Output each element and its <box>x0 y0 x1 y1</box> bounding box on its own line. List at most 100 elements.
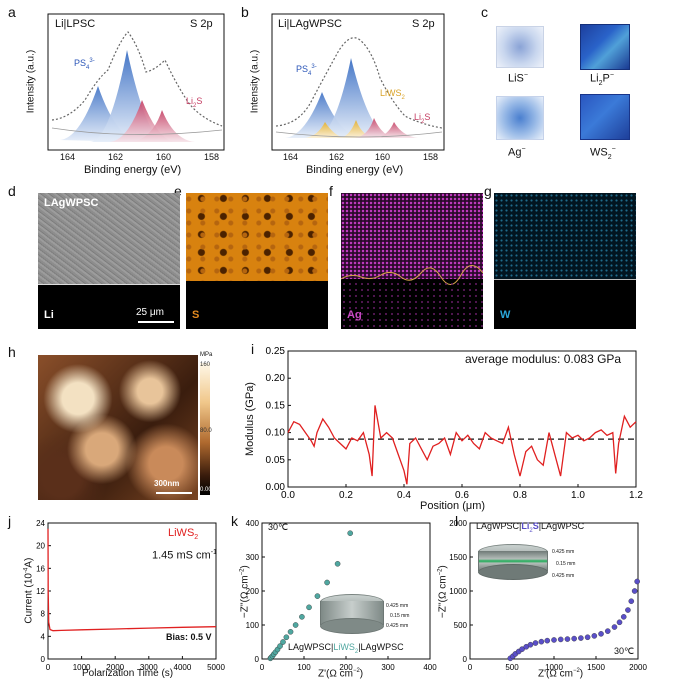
k-ytick-label: 200 <box>246 587 260 596</box>
eis-k-xlabel: Z'(Ω cm−2) <box>318 668 364 680</box>
l-data-point <box>538 638 545 645</box>
eis-l-xlabel: Z'(Ω cm−2) <box>538 668 584 680</box>
panel-letter-a: a <box>8 4 16 20</box>
modulus-annotation: average modulus: 0.083 GPa <box>465 352 622 366</box>
l-data-point <box>557 636 564 643</box>
j-ytick-label: 4 <box>41 632 46 641</box>
k-data-point <box>287 629 294 635</box>
eds-ag-electrolyte <box>341 193 483 279</box>
afm-colorbar-unit: MPa <box>200 352 213 358</box>
eds-map-s: S <box>186 193 328 329</box>
i-ytick-label: 0.10 <box>266 428 286 439</box>
k-data-point <box>283 634 290 641</box>
xps-b-xlabel: Binding energy (eV) <box>306 164 404 176</box>
j-xtick-label: 1000 <box>73 663 91 672</box>
l-data-point <box>591 633 598 639</box>
eis-k-temp: 30℃ <box>268 522 289 532</box>
j-xtick-label: 5000 <box>207 663 225 672</box>
l-data-point <box>527 641 534 648</box>
l-data-point <box>544 637 551 644</box>
j-series-line <box>47 528 217 632</box>
afm-image: 300nm <box>38 355 198 500</box>
l-data-point <box>598 631 604 637</box>
k-data-point <box>292 622 299 628</box>
k-xtick-label: 200 <box>339 663 353 672</box>
cube-ag <box>496 96 544 140</box>
eis-k-cell-bottom <box>320 618 384 634</box>
l-data-point <box>625 607 631 613</box>
k-data-point <box>299 614 305 620</box>
cube-ws2 <box>580 94 630 140</box>
l-xtick-label: 1000 <box>545 663 563 672</box>
l-data-point <box>532 640 539 646</box>
sem-d-scalebar <box>138 321 174 323</box>
eis-l-cell-bottom <box>478 564 548 580</box>
eis-l-temp: 30℃ <box>614 646 635 656</box>
l-xtick-label: 0 <box>468 663 473 672</box>
sem-image-d: LAgWPSC Li 25 μm <box>38 193 180 329</box>
polarization-bias: Bias: 0.5 V <box>166 632 212 642</box>
l-data-point <box>611 624 618 630</box>
l-ytick-label: 2000 <box>449 519 467 528</box>
xps-b-title: Li|LAgWPSC <box>278 18 342 30</box>
xps-b-peak-label-liws: LiWS2 <box>380 88 405 101</box>
sem-d-top-label: LAgWPSC <box>44 197 99 209</box>
xps-a-peak-label-li2s: Li2S <box>186 96 203 109</box>
cube-label-ws2: WS2− <box>590 146 616 161</box>
eds-ag-interface <box>341 265 483 285</box>
k-data-point <box>306 604 312 611</box>
sem-d-scalebar-label: 25 μm <box>136 307 164 318</box>
l-data-point <box>616 619 623 626</box>
i-xtick-label: 0.8 <box>513 490 527 501</box>
eis-k-thick-3: 0.425 mm <box>386 623 409 629</box>
xps-b-xtick: 164 <box>283 152 299 162</box>
l-data-point <box>620 614 627 620</box>
xps-b-xtick: 162 <box>329 152 345 162</box>
xps-a-xtick: 162 <box>108 152 124 162</box>
l-data-point <box>578 635 584 641</box>
cube-lis <box>496 26 544 68</box>
l-data-point <box>628 598 635 605</box>
l-data-point <box>551 637 557 643</box>
xps-a-xlabel: Binding energy (eV) <box>84 164 182 176</box>
eds-s-label: S <box>192 309 200 321</box>
k-xtick-label: 100 <box>297 663 311 672</box>
panel-letter-j: j <box>8 513 12 529</box>
i-ytick-label: 0.05 <box>266 455 286 466</box>
l-ytick-label: 1000 <box>449 587 467 596</box>
l-data-point <box>584 634 591 641</box>
xps-b-xtick: 158 <box>423 152 439 162</box>
l-data-point <box>634 578 640 585</box>
eds-w-interface <box>494 279 636 280</box>
eds-ag-li-region <box>341 281 483 329</box>
j-ytick-label: 0 <box>41 655 46 664</box>
j-xtick-label: 3000 <box>140 663 158 672</box>
polarization-xlabel: Polarization Time (s) <box>82 668 174 679</box>
j-ytick-label: 12 <box>36 587 45 596</box>
j-xtick-label: 2000 <box>106 663 124 672</box>
eis-k-thick-1: 0.425 mm <box>386 603 409 609</box>
i-series-line <box>287 405 637 485</box>
eds-w-label: W <box>500 309 511 321</box>
l-data-point <box>631 588 638 594</box>
panel-letter-g: g <box>484 183 492 199</box>
xps-b-element: S 2p <box>412 18 435 30</box>
j-ytick-label: 8 <box>41 610 46 619</box>
afm-colorbar-tick-max: 160 <box>200 362 211 368</box>
polarization-conductivity: 1.45 mS cm-1 <box>152 549 217 562</box>
eis-k-thick-2: 0.15 mm <box>390 613 410 619</box>
afm-scalebar-label: 300nm <box>154 479 180 488</box>
i-xtick-label: 1.0 <box>571 490 585 501</box>
panel-letter-f: f <box>329 183 333 199</box>
j-ytick-label: 24 <box>36 519 45 528</box>
xps-a-title: Li|LPSC <box>55 18 96 30</box>
j-ytick-label: 20 <box>36 542 45 551</box>
eis-l-cell-label: LAgWPSC|Li2S|LAgWPSC <box>476 521 585 534</box>
j-xtick-label: 4000 <box>174 663 192 672</box>
l-xtick-label: 2000 <box>629 663 647 672</box>
sem-d-interface <box>38 284 180 285</box>
panel-letter-c: c <box>481 4 488 20</box>
